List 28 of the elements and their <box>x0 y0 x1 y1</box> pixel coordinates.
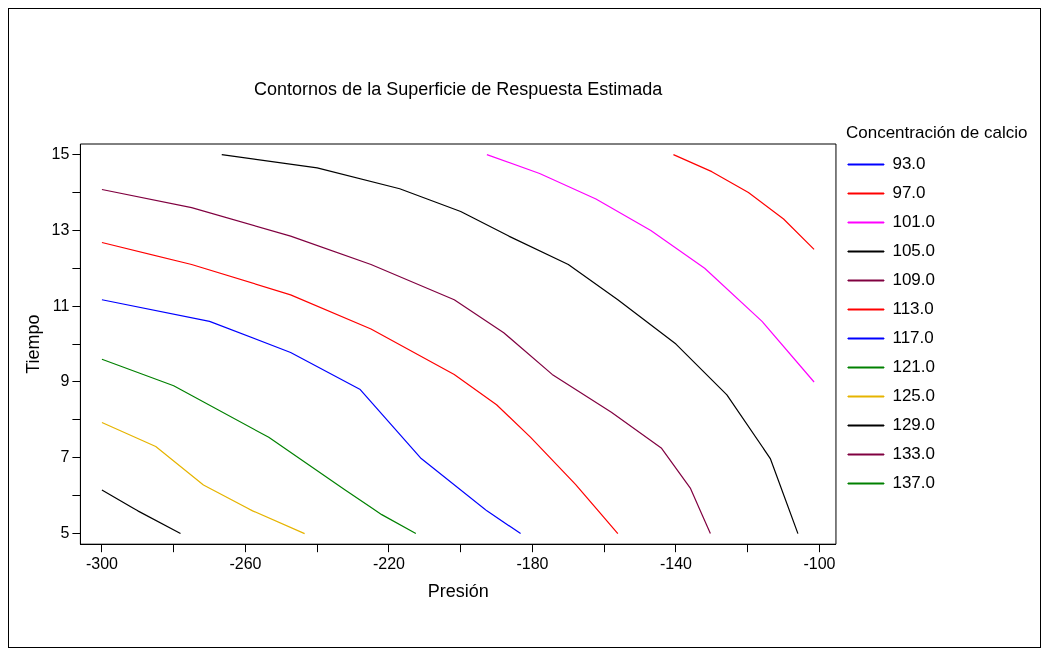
legend-label: 93.0 <box>892 154 926 174</box>
x-tick-label: -140 <box>659 555 693 573</box>
legend-label: 109.0 <box>892 270 936 290</box>
y-tick-label: 11 <box>52 296 70 314</box>
y-axis-title: Tiempo <box>22 314 43 374</box>
legend-label: 137.0 <box>892 473 936 493</box>
x-tick-label: -100 <box>803 555 836 573</box>
x-tick-label: -180 <box>516 555 549 573</box>
legend-label: 117.0 <box>892 328 934 348</box>
y-tick-label: 9 <box>60 372 70 390</box>
chart-title: Contornos de la Superficie de Respuesta Estimada <box>254 78 664 99</box>
y-tick-label: 13 <box>51 220 70 238</box>
y-tick-label: 7 <box>60 448 70 466</box>
x-tick-label: -260 <box>229 555 262 573</box>
x-tick-label: -220 <box>372 555 406 573</box>
legend-title: Concentración de calcio <box>845 123 1028 143</box>
legend-label: 133.0 <box>892 444 936 464</box>
legend-label: 113.0 <box>892 299 934 319</box>
legend-label: 101.0 <box>892 212 936 232</box>
legend-label: 97.0 <box>892 183 926 203</box>
x-tick-label: -300 <box>85 555 119 573</box>
legend-label: 121.0 <box>892 357 936 377</box>
y-tick-label: 5 <box>60 523 70 541</box>
legend-label: 105.0 <box>892 241 936 261</box>
legend-label: 125.0 <box>892 386 936 406</box>
y-tick-label: 15 <box>51 145 70 163</box>
x-axis-title: Presión <box>427 581 489 602</box>
legend-label: 129.0 <box>892 415 936 435</box>
